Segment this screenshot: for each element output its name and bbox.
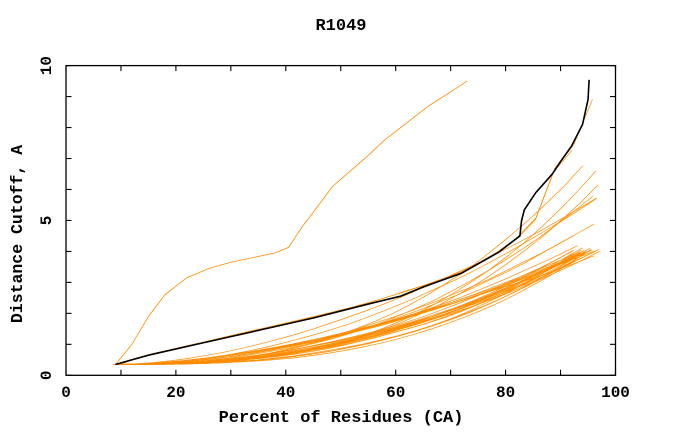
svg-text:Percent of Residues (CA): Percent of Residues (CA) [219,409,464,428]
svg-text:Distance Cutoff, A: Distance Cutoff, A [8,145,27,323]
svg-text:100: 100 [601,384,630,402]
svg-text:60: 60 [386,384,405,402]
svg-text:20: 20 [166,384,185,402]
svg-text:40: 40 [276,384,295,402]
svg-text:10: 10 [38,56,56,75]
svg-text:0: 0 [38,370,56,380]
svg-text:R1049: R1049 [315,17,366,36]
svg-text:0: 0 [61,384,71,402]
svg-text:80: 80 [496,384,515,402]
svg-text:5: 5 [38,216,56,226]
